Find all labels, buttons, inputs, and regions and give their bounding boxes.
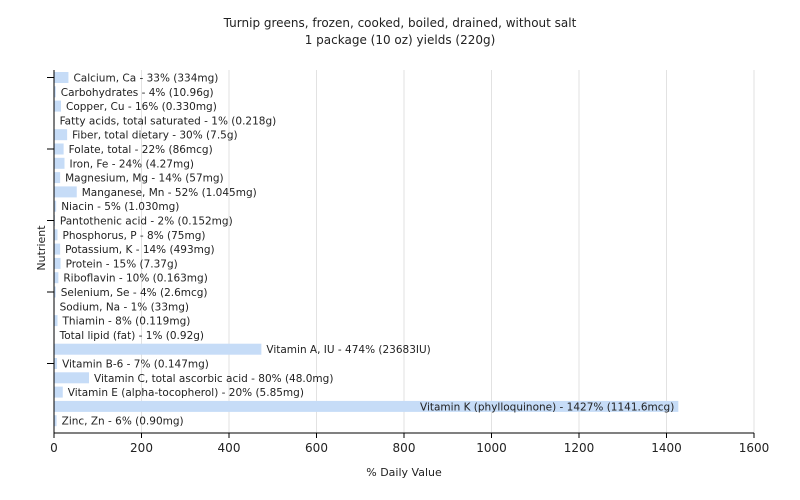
- bar-label: Niacin - 5% (1.030mg): [61, 201, 179, 213]
- bar-label: Potassium, K - 14% (493mg): [65, 244, 215, 256]
- bar-label: Sodium, Na - 1% (33mg): [60, 301, 189, 313]
- bar-label: Phosphorus, P - 8% (75mg): [63, 230, 206, 242]
- bar: [54, 243, 61, 255]
- bar: [54, 200, 57, 212]
- x-tick-label: 1200: [564, 441, 595, 455]
- bar-label: Zinc, Zn - 6% (0.90mg): [62, 416, 184, 428]
- bar-labels: Calcium, Ca - 33% (334mg) Carbohydrates -…: [59, 73, 675, 428]
- bar: [54, 100, 61, 112]
- chart-subtitle: 1 package (10 oz) yields (220g): [305, 33, 496, 47]
- bar: [54, 157, 65, 169]
- bar-label: Vitamin A, IU - 474% (23683IU): [266, 344, 430, 356]
- bar-label: Pantothenic acid - 2% (0.152mg): [60, 216, 233, 228]
- bar-label: Protein - 15% (7.37g): [66, 258, 178, 270]
- bar: [54, 272, 59, 284]
- x-tick-label: 800: [393, 441, 416, 455]
- bar-label: Manganese, Mn - 52% (1.045mg): [82, 187, 257, 199]
- bar: [54, 229, 58, 241]
- bar: [54, 372, 89, 384]
- bar-label: Vitamin K (phylloquinone) - 1427% (1141.…: [420, 401, 674, 413]
- bar-label: Riboflavin - 10% (0.163mg): [63, 273, 207, 285]
- bar-label: Vitamin C, total ascorbic acid - 80% (48…: [94, 373, 333, 385]
- bar: [54, 400, 679, 412]
- bars: [54, 72, 679, 427]
- bar-label: Vitamin B-6 - 7% (0.147mg): [62, 359, 209, 371]
- bar-label: Calcium, Ca - 33% (334mg): [73, 73, 218, 85]
- x-tick-label: 600: [305, 441, 328, 455]
- bar-label: Thiamin - 8% (0.119mg): [62, 316, 191, 328]
- x-tick-label: 0: [50, 441, 58, 455]
- bar: [54, 415, 57, 427]
- bar: [54, 257, 61, 269]
- bar: [54, 72, 69, 83]
- x-axis-label: % Daily Value: [366, 466, 442, 479]
- bar: [54, 343, 262, 355]
- bar-label: Iron, Fe - 24% (4.27mg): [70, 158, 194, 170]
- bar-label: Magnesium, Mg - 14% (57mg): [65, 173, 224, 185]
- bar: [54, 86, 56, 98]
- bar: [54, 186, 77, 198]
- bar-label: Vitamin E (alpha-tocopherol) - 20% (5.85…: [68, 387, 304, 399]
- bar: [54, 315, 58, 327]
- chart-title: Turnip greens, frozen, cooked, boiled, d…: [223, 16, 577, 30]
- x-tick-label: 1000: [476, 441, 507, 455]
- bar-label: Fatty acids, total saturated - 1% (0.218…: [60, 115, 277, 127]
- bar-label: Carbohydrates - 4% (10.96g): [61, 87, 214, 99]
- bar: [54, 129, 68, 141]
- bar-label: Copper, Cu - 16% (0.330mg): [66, 101, 217, 113]
- x-tick-label: 1600: [739, 441, 770, 455]
- axes: 0 200 400 600 800 1000 1200 1400 1600: [47, 70, 769, 455]
- bar-label: Fiber, total dietary - 30% (7.5g): [72, 130, 237, 142]
- x-tick-label: 400: [218, 441, 241, 455]
- bar: [54, 358, 58, 369]
- grid-lines: [141, 70, 755, 433]
- bar: [54, 286, 56, 298]
- bar: [54, 386, 63, 398]
- bar: [54, 143, 64, 155]
- y-axis-label: Nutrient: [35, 225, 48, 271]
- x-tick-label: 1400: [651, 441, 682, 455]
- bar-label: Total lipid (fat) - 1% (0.92g): [59, 330, 204, 342]
- bar-label: Folate, total - 22% (86mcg): [69, 144, 213, 156]
- bar-label: Selenium, Se - 4% (2.6mcg): [61, 287, 208, 299]
- x-tick-label: 200: [130, 441, 153, 455]
- bar: [54, 172, 61, 184]
